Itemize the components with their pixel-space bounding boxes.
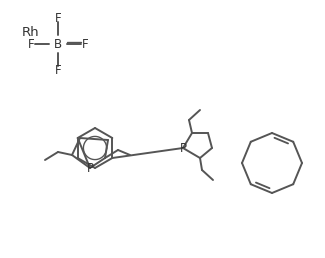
Text: Rh: Rh — [22, 27, 40, 39]
Text: F: F — [82, 37, 88, 51]
Text: F: F — [28, 37, 34, 51]
Text: P: P — [179, 141, 187, 155]
Text: F: F — [55, 63, 61, 77]
Text: F: F — [55, 12, 61, 25]
Text: P: P — [86, 162, 94, 174]
Text: B: B — [54, 37, 62, 51]
